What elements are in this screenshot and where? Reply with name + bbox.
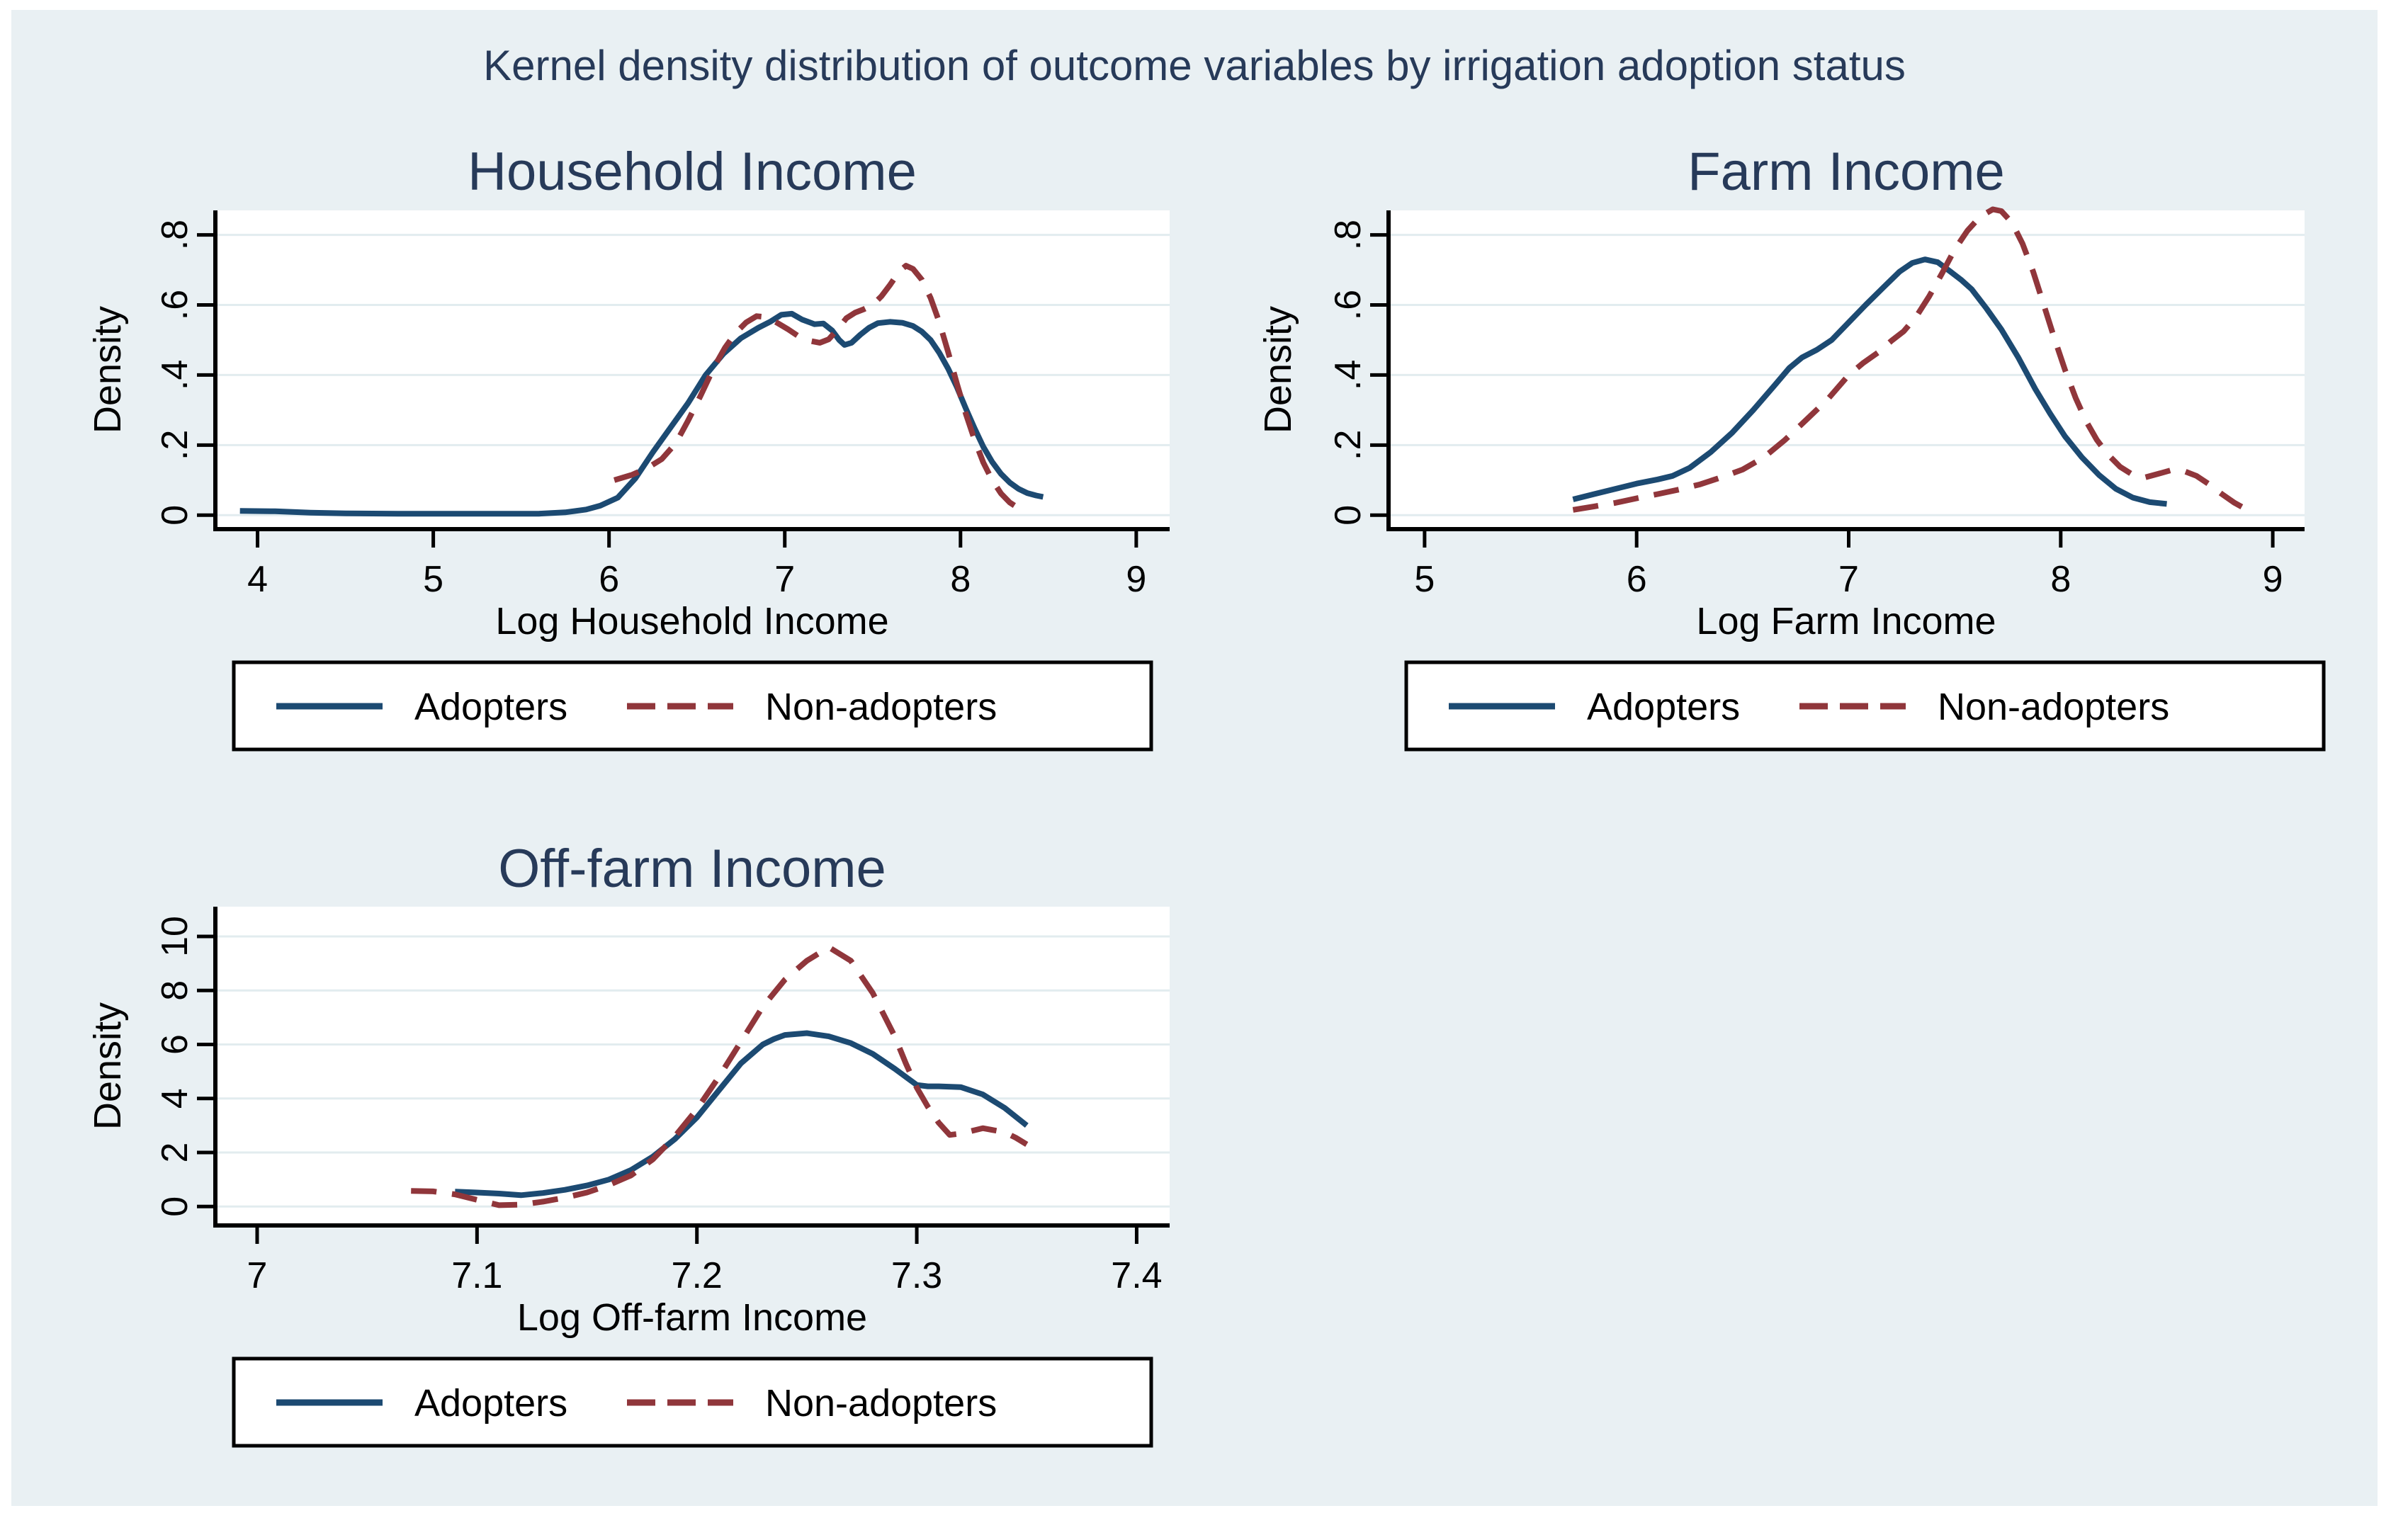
curve-adopters [455,1030,1029,1199]
y-tick-label: 6 [154,1034,196,1055]
curve-adopters [239,310,1044,517]
panel-title: Household Income [468,142,917,202]
x-axis-label: Log Off-farm Income [517,1296,867,1339]
y-tick-label: 0 [154,1196,196,1217]
x-tick-label: 7.1 [451,1255,502,1296]
panel-off-farm-income: Off-farm Income 7 7.1 7.2 7.3 7.4 0 2 4 6 8 10 Log… [86,839,1170,1448]
x-tick-label: 7.3 [891,1255,942,1296]
curve-non-adopters [1572,206,2249,513]
panel-title: Off-farm Income [498,839,886,899]
legend-label-adopters: Adopters [414,1382,567,1424]
y-axis-label: Density [1257,306,1299,434]
y-tick-label: 0 [1328,505,1369,526]
x-tick-label: 7 [774,559,795,600]
y-tick-label: 4 [154,1088,196,1109]
panel-household-income: Household Income 4 5 6 7 8 9 0 .2 .4 .6 .8 Log Hou… [86,142,1170,752]
figure-title: Kernel density distribution of outcome v… [483,42,1906,89]
x-tick-label: 9 [1126,559,1146,600]
y-tick-label: .2 [1328,430,1369,460]
x-tick-label: 7.2 [672,1255,723,1296]
y-tick-label: .4 [154,360,196,390]
y-axis-label: Density [86,1002,129,1130]
y-tick-label: 8 [154,980,196,1001]
legend-label-non-adopters: Non-adopters [765,686,997,728]
x-tick-label: 7 [247,1255,268,1296]
panel-title: Farm Income [1688,142,2005,202]
x-tick-label: 9 [2263,559,2283,600]
plot-area [215,907,1170,1225]
y-tick-label: 0 [154,505,196,526]
x-tick-label: 8 [2050,559,2071,600]
legend-label-adopters: Adopters [414,686,567,728]
legend: Adopters Non-adopters [232,660,1153,752]
legend-label-non-adopters: Non-adopters [765,1382,997,1424]
legend: Adopters Non-adopters [1404,660,2326,752]
y-axis-label: Density [86,306,129,434]
y-tick-label: .4 [1328,360,1369,390]
plot-area [215,210,1170,529]
curve-non-adopters [411,944,1029,1208]
y-tick-label: .2 [154,430,196,460]
x-tick-label: 8 [950,559,971,600]
y-tick-label: .6 [154,290,196,320]
y-tick-label: .8 [154,220,196,250]
x-tick-label: 5 [1414,559,1435,600]
x-tick-label: 7.4 [1111,1255,1162,1296]
x-tick-label: 5 [423,559,443,600]
legend-label-non-adopters: Non-adopters [1938,686,2169,728]
y-tick-label: .8 [1328,220,1369,250]
curve-non-adopters [613,263,1029,514]
plot-area [1389,210,2305,529]
y-tick-label: 2 [154,1143,196,1163]
x-axis-label: Log Household Income [495,600,888,642]
panel-farm-income: Farm Income 5 6 7 8 9 0 .2 .4 .6 .8 Log Farm Inco… [1257,142,2326,752]
x-tick-label: 7 [1838,559,1859,600]
y-tick-label: 10 [154,916,196,957]
x-tick-label: 6 [599,559,619,600]
legend-label-adopters: Adopters [1587,686,1740,728]
x-axis-label: Log Farm Income [1696,600,1996,642]
y-tick-label: .6 [1328,290,1369,320]
x-tick-label: 4 [247,559,268,600]
x-tick-label: 6 [1627,559,1647,600]
legend: Adopters Non-adopters [232,1356,1153,1448]
curve-adopters [1572,256,2167,507]
